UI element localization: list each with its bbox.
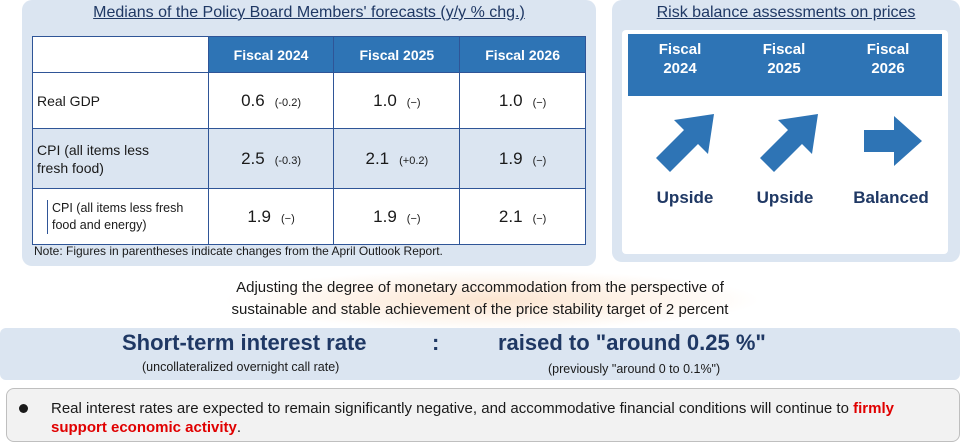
table-cell: 2.1 (−) (459, 188, 586, 245)
forecast-value: 1.9 (498, 148, 523, 168)
forecast-change: (−) (406, 96, 421, 109)
forecast-change: (−) (532, 212, 547, 225)
table-row-core-cpi: CPI (all items less fresh food and energ… (32, 188, 586, 245)
forecast-panel: Medians of the Policy Board Members' for… (22, 0, 596, 266)
risk-column-fy2025: Fiscal 2025 (736, 40, 832, 78)
risk-assessment-fy2025: Upside (756, 188, 814, 207)
column-header-fy2024: Fiscal 2024 (207, 36, 335, 73)
table-cell: 2.1 (+0.2) (333, 128, 461, 189)
table-row-cpi: CPI (all items less fresh food) 2.5 (-0.3… (32, 128, 586, 189)
table-row-real-gdp: Real GDP 0.6 (-0.2) 1.0 (−) 1.0 (−) (32, 72, 586, 129)
table-cell: 1.9 (−) (333, 188, 461, 245)
table-cell: 0.6 (-0.2) (207, 72, 335, 129)
table-corner-cell (32, 36, 209, 73)
bullet-highlight: firmly support economic activity (51, 400, 894, 436)
table-header-row: Fiscal 2024 Fiscal 2025 Fiscal 2026 (32, 36, 586, 73)
risk-column-year: 2026 (871, 60, 905, 77)
rate-subtitle: (uncollateralized overnight call rate) (142, 360, 340, 374)
bullet-box: Real interest rates are expected to rema… (6, 388, 960, 442)
risk-column-fy2024: Fiscal 2024 (632, 40, 728, 78)
row-label-real-gdp: Real GDP (32, 72, 209, 129)
forecast-value: 0.6 (241, 90, 265, 110)
forecast-value: 2.1 (365, 148, 390, 168)
forecast-note: Note: Figures in parentheses indicate ch… (34, 244, 443, 258)
risk-column-year: 2025 (767, 60, 801, 77)
table-cell: 2.5 (-0.3) (207, 128, 335, 189)
forecast-title: Medians of the Policy Board Members' for… (93, 4, 525, 21)
bullet-text-after: . (236, 419, 242, 436)
forecast-value: 1.9 (373, 206, 397, 226)
rate-band: Short-term interest rate : raised to "ar… (0, 328, 960, 380)
forecast-value: 1.9 (247, 206, 271, 226)
forecast-value: 2.1 (498, 206, 523, 226)
policy-line-1: Adjusting the degree of monetary accommo… (236, 279, 724, 296)
bullet-text: Real interest rates are expected to rema… (51, 399, 951, 437)
risk-column-year: 2024 (663, 60, 697, 77)
policy-line-2: sustainable and stable achievement of th… (231, 301, 729, 318)
column-header-fy2026: Fiscal 2026 (459, 36, 586, 73)
forecast-value: 2.5 (241, 148, 265, 168)
forecast-change: (-0.2) (274, 96, 301, 109)
policy-highlight-glow (222, 270, 762, 330)
risk-column-fy2026: Fiscal 2026 (840, 40, 936, 78)
rate-value: raised to "around 0.25 %" (498, 330, 766, 355)
bullet-icon (19, 404, 28, 413)
bullet-text-before: Real interest rates are expected to rema… (51, 400, 854, 417)
row-label-cpi: CPI (all items less fresh food) (32, 128, 209, 189)
forecast-change: (+0.2) (399, 154, 429, 167)
table-cell: 1.9 (−) (459, 128, 586, 189)
rate-previous: (previously "around 0 to 0.1%") (548, 362, 721, 376)
rate-colon: : (432, 330, 440, 355)
arrow-right-icon (864, 116, 922, 166)
risk-assessment-fy2026: Balanced (853, 188, 929, 207)
rate-label: Short-term interest rate (122, 330, 367, 355)
risk-column-label: Fiscal (762, 41, 806, 58)
risk-column-label: Fiscal (658, 41, 702, 58)
row-label-core-cpi: CPI (all items less fresh food and energ… (47, 199, 208, 234)
risk-title: Risk balance assessments on prices (656, 4, 916, 21)
forecast-value: 1.0 (373, 90, 397, 110)
arrow-up-right-icon (656, 114, 714, 172)
risk-content: Fiscal 2024 Fiscal 2025 Fiscal 2026 Upsi… (622, 30, 948, 254)
forecast-change: (−) (280, 212, 295, 225)
table-cell: 1.9 (−) (207, 188, 335, 245)
column-header-fy2025: Fiscal 2025 (333, 36, 461, 73)
forecast-change: (−) (406, 212, 421, 225)
table-cell: 1.0 (−) (459, 72, 586, 129)
table-cell: 1.0 (−) (333, 72, 461, 129)
forecast-change: (-0.3) (274, 154, 301, 167)
risk-panel: Risk balance assessments on prices Fisca… (612, 0, 960, 262)
risk-assessment-fy2024: Upside (656, 188, 714, 207)
arrow-up-right-icon (760, 114, 818, 172)
forecast-table: Fiscal 2024 Fiscal 2025 Fiscal 2026 Real… (32, 36, 586, 245)
forecast-change: (−) (532, 96, 547, 109)
forecast-change: (−) (532, 154, 547, 167)
risk-column-label: Fiscal (866, 41, 910, 58)
row-label-core-cpi-cell: CPI (all items less fresh food and energ… (32, 188, 209, 245)
forecast-value: 1.0 (498, 90, 523, 110)
risk-header: Fiscal 2024 Fiscal 2025 Fiscal 2026 (628, 34, 942, 96)
